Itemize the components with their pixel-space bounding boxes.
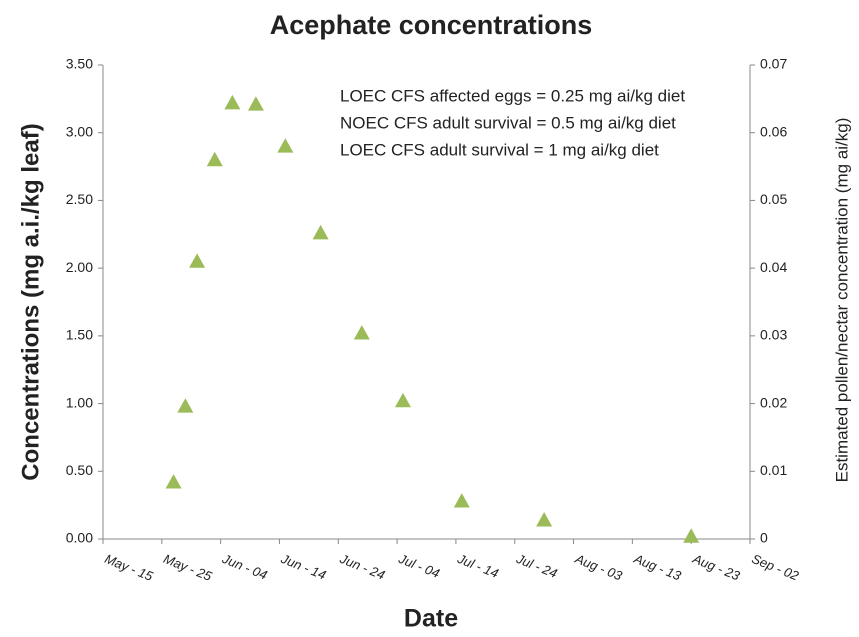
y2-tick-label: 0.07 <box>760 56 787 72</box>
y-tick-label: 3.50 <box>66 56 93 72</box>
x-tick-label: May - 25 <box>161 551 214 584</box>
y2-tick-label: 0.03 <box>760 327 787 343</box>
x-tick-label: Jul - 04 <box>396 551 442 581</box>
y2-tick-label: 0.05 <box>760 191 787 207</box>
point <box>177 398 194 413</box>
point <box>224 94 241 110</box>
point <box>277 138 294 153</box>
y-tick-label: 0.50 <box>66 462 93 478</box>
x-tick-label: May - 15 <box>103 551 156 584</box>
x-tick-label: Jun - 04 <box>219 551 269 583</box>
point <box>453 493 470 508</box>
y2-tick-label: 0.04 <box>760 259 787 275</box>
y2-tick-label: 0.06 <box>760 123 787 139</box>
x-tick-label: Aug - 23 <box>690 551 743 584</box>
y-tick-label: 1.50 <box>66 327 93 343</box>
x-tick-label: Sep - 02 <box>750 551 802 584</box>
x-tick-label: Aug - 03 <box>572 551 625 584</box>
y-tick-label: 3.00 <box>66 123 93 139</box>
y2-axis-label: Estimated pollen/nectar concentration (m… <box>832 118 851 483</box>
y2-tick-label: 0 <box>760 530 768 546</box>
x-axis-label: Date <box>404 605 458 632</box>
annotation: LOEC CFS affected eggs = 0.25 mg ai/kg d… <box>340 86 685 105</box>
y-tick-label: 0.00 <box>66 530 93 546</box>
point <box>247 96 264 111</box>
y-tick-label: 2.00 <box>66 259 93 275</box>
point <box>189 253 206 268</box>
point <box>312 224 329 240</box>
y-tick-label: 2.50 <box>66 191 93 207</box>
annotation: LOEC CFS adult survival = 1 mg ai/kg die… <box>340 140 659 159</box>
y2-tick-label: 0.01 <box>760 462 787 478</box>
x-tick-label: Jul - 14 <box>455 551 501 581</box>
chart-title: Acephate concentrations <box>270 10 593 40</box>
point <box>683 528 700 543</box>
y-axis-label: Concentrations (mg a.i./kg leaf) <box>17 123 44 480</box>
x-tick-label: Aug - 13 <box>631 551 684 584</box>
point <box>206 151 223 167</box>
point <box>353 325 370 340</box>
y2-tick-label: 0.02 <box>760 394 787 410</box>
y-tick-label: 1.00 <box>66 394 93 410</box>
annotation: NOEC CFS adult survival = 0.5 mg ai/kg d… <box>340 113 676 132</box>
point <box>394 392 411 408</box>
x-tick-label: Jul - 24 <box>513 551 559 581</box>
point <box>165 474 182 489</box>
point <box>536 512 553 527</box>
x-tick-label: Jun - 24 <box>337 551 387 583</box>
x-tick-label: Jun - 14 <box>278 551 328 583</box>
